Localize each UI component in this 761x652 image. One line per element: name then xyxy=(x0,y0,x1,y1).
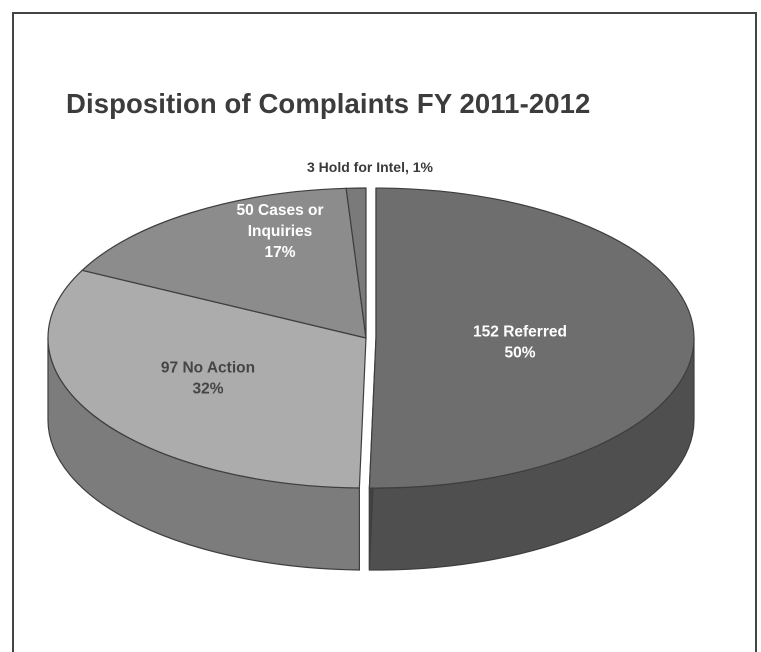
chart-title: Disposition of Complaints FY 2011-2012 xyxy=(66,88,591,119)
slice-label-line: Inquiries xyxy=(248,223,313,240)
slice-label-line: 152 Referred xyxy=(473,324,567,341)
slice-label: 50 Cases or Inquiries 17% xyxy=(236,202,323,261)
slice-label-line: 17% xyxy=(264,244,295,261)
slice-label-line: 3 Hold for Intel, 1% xyxy=(307,159,434,175)
slice-label-line: 50% xyxy=(504,345,535,362)
pie-slice xyxy=(47,269,367,489)
pie-slice xyxy=(80,187,367,339)
slice-label: 152 Referred 50% xyxy=(473,324,567,362)
pie-labels: 152 Referred 50% 97 No Action 32% 50 Cases o… xyxy=(161,159,567,398)
pie-chart: 152 Referred 50% 97 No Action 32% 50 Cases o… xyxy=(47,159,695,571)
slice-label: 3 Hold for Intel, 1% xyxy=(307,159,434,175)
pie-slice xyxy=(368,187,695,489)
slice-label-line: 50 Cases or xyxy=(236,202,323,219)
pie-tops xyxy=(47,187,695,489)
slice-label-line: 97 No Action xyxy=(161,360,255,377)
slice-label-line: 32% xyxy=(192,381,223,398)
slice-label: 97 No Action 32% xyxy=(161,360,255,398)
pie-slice xyxy=(345,187,367,339)
